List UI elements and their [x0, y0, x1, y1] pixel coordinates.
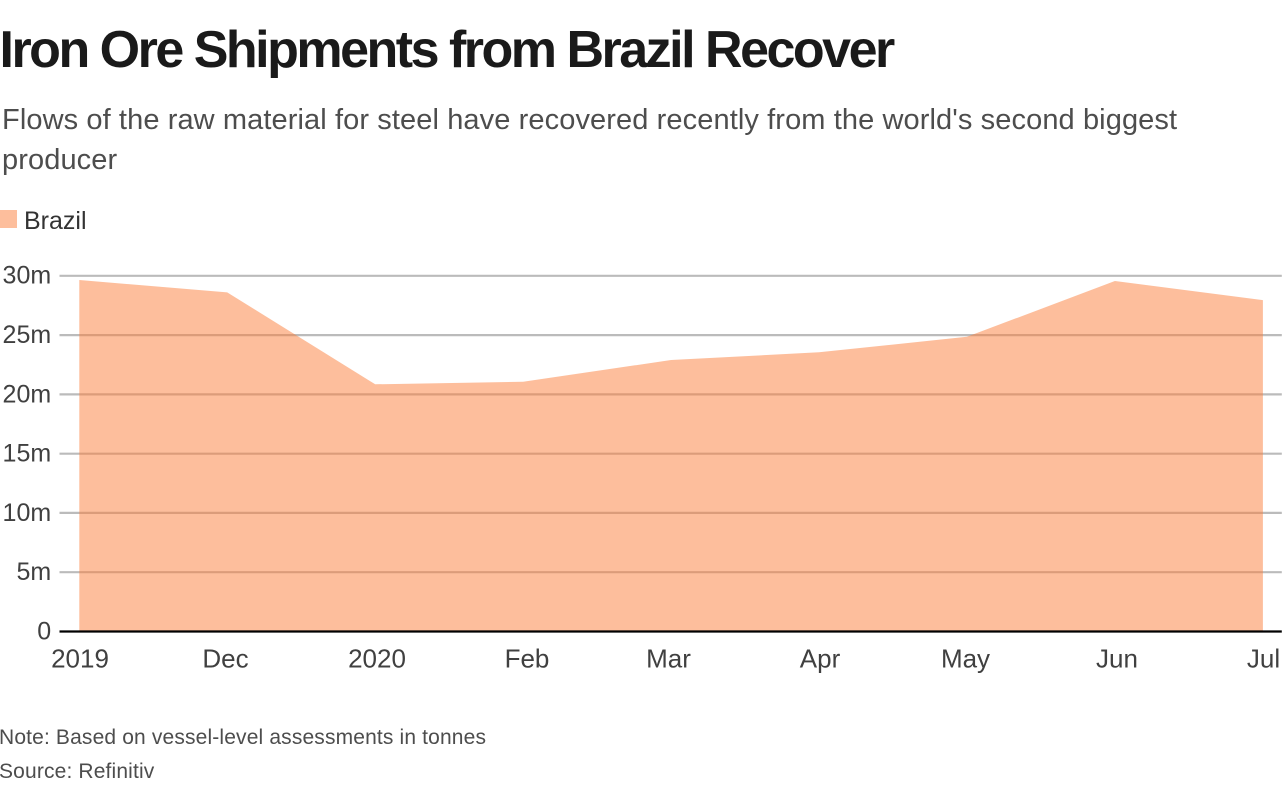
- svg-text:Dec: Dec: [202, 644, 248, 674]
- svg-text:2020: 2020: [348, 644, 406, 674]
- svg-text:Apr: Apr: [800, 644, 841, 674]
- svg-text:20m: 20m: [3, 380, 52, 408]
- svg-text:Jul: Jul: [1247, 644, 1280, 674]
- svg-text:May: May: [941, 644, 990, 674]
- svg-text:30m: 30m: [3, 262, 52, 290]
- svg-text:10m: 10m: [3, 499, 52, 527]
- svg-text:Feb: Feb: [505, 644, 550, 674]
- svg-text:Jun: Jun: [1096, 644, 1138, 674]
- svg-text:15m: 15m: [3, 440, 52, 468]
- svg-text:5m: 5m: [16, 558, 51, 586]
- svg-text:Mar: Mar: [646, 644, 691, 674]
- svg-text:2019: 2019: [51, 644, 109, 674]
- svg-text:0: 0: [37, 617, 51, 645]
- svg-text:25m: 25m: [3, 321, 52, 349]
